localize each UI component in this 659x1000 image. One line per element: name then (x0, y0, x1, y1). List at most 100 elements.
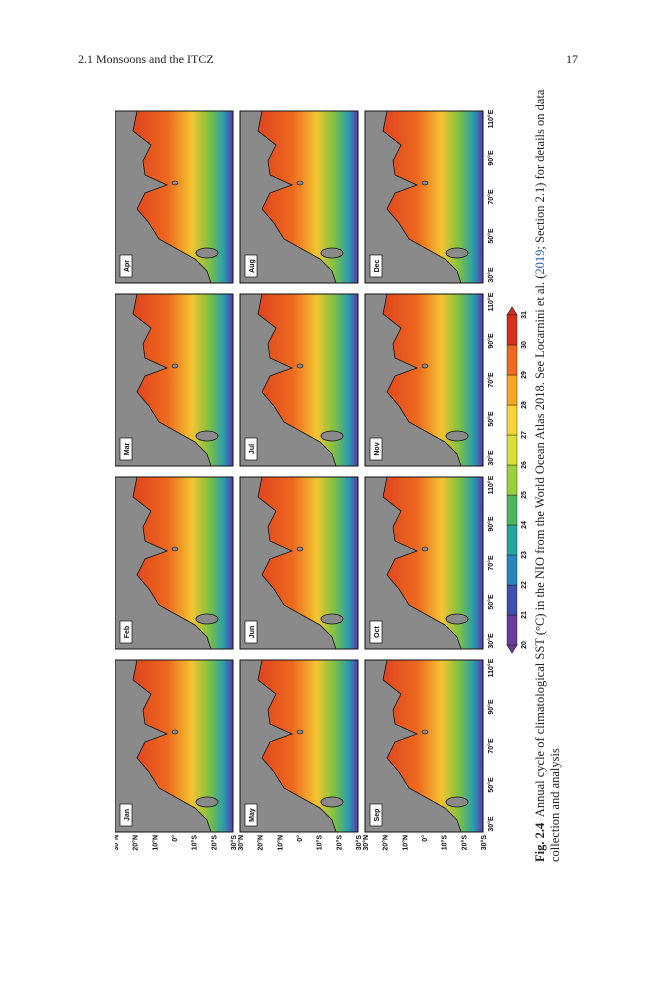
land (115, 659, 212, 833)
month-label: Nov (374, 442, 381, 455)
lat-label: 20°N (132, 835, 140, 851)
frame (115, 293, 234, 467)
map-panel: Dec (364, 110, 484, 284)
colorbar-segment (506, 584, 518, 616)
colorbar-tick-label: 30 (521, 341, 528, 349)
lon-label: 50°E (487, 411, 495, 427)
island (296, 729, 304, 735)
lon-label: 90°E (487, 150, 495, 166)
lon-label: 70°E (487, 189, 495, 205)
island (445, 796, 469, 808)
colorbar-segment (506, 464, 518, 496)
lat-label: 10°S (191, 835, 199, 851)
lat-label: 20°N (382, 835, 390, 851)
island (320, 613, 344, 625)
colorbar-tick-label: 28 (521, 401, 528, 409)
island (421, 180, 429, 186)
island (171, 546, 179, 552)
land (115, 110, 212, 284)
lon-label: 50°E (487, 228, 495, 244)
island (421, 729, 429, 735)
land (239, 659, 337, 833)
colorbar-tick-label: 26 (521, 461, 528, 469)
lon-label: 30°E (487, 816, 495, 832)
lat-label: 20°N (257, 835, 265, 851)
citation-link[interactable]: 2019 (533, 249, 547, 275)
frame (115, 476, 234, 650)
lat-label: 30°N (115, 835, 120, 851)
frame (364, 476, 484, 650)
lon-label: 110°E (487, 475, 495, 494)
island (171, 363, 179, 369)
lon-label: 30°E (487, 450, 495, 466)
island (320, 430, 344, 442)
colorbar-segment (506, 374, 518, 406)
frame (364, 293, 484, 467)
month-label: Feb (124, 626, 131, 638)
frame (364, 659, 484, 833)
frame (115, 110, 234, 284)
lat-label: 10°S (316, 835, 324, 851)
page-number: 17 (566, 52, 578, 66)
month-box (244, 437, 258, 461)
land (239, 476, 337, 650)
month-box (119, 620, 133, 644)
colorbar-tick-label: 21 (521, 611, 528, 619)
map-panel: Apr (115, 110, 234, 284)
lat-label: 20°S (210, 835, 218, 851)
caption-label: Fig. 2.4 (533, 822, 547, 862)
month-label: Oct (374, 625, 381, 637)
month-box (369, 437, 383, 461)
lon-label: 70°E (487, 372, 495, 388)
island (195, 247, 219, 259)
island (320, 247, 344, 259)
frame (239, 476, 359, 650)
land (364, 293, 462, 467)
lon-label: 110°E (487, 109, 495, 128)
lon-label: 30°E (487, 633, 495, 649)
colorbar-arrow (506, 644, 518, 654)
land (115, 293, 212, 467)
map-panel: Feb (115, 476, 234, 650)
month-box (369, 620, 383, 644)
colorbar-segment (506, 494, 518, 526)
colorbar-segment (506, 554, 518, 586)
frame (239, 293, 359, 467)
lon-label: 70°E (487, 555, 495, 571)
lat-label: 20°S (335, 835, 343, 851)
island (445, 247, 469, 259)
colorbar-segment (506, 614, 518, 646)
month-box (119, 437, 133, 461)
lat-label: 10°N (401, 835, 409, 851)
map-panel: Mar (115, 293, 234, 467)
map-panel: Jun (239, 476, 359, 650)
lat-label: 30°S (355, 835, 363, 851)
colorbar-tick-label: 22 (521, 581, 528, 589)
frame (239, 659, 359, 833)
island (421, 363, 429, 369)
running-header: 2.1 Monsoons and the ITCZ (78, 52, 214, 66)
colorbar-segment (506, 434, 518, 466)
lat-label: 30°N (237, 835, 245, 851)
lat-label: 10°S (441, 835, 449, 851)
month-label: Dec (374, 259, 381, 272)
lat-label: 10°N (276, 835, 284, 851)
island (171, 729, 179, 735)
lat-label: 20°S (460, 835, 468, 851)
colorbar-tick-label: 24 (521, 521, 528, 529)
colorbar-segment (506, 344, 518, 376)
month-box (369, 254, 383, 278)
figure: Jan 30°N 20°N 10°N 0° 10°S 20°S 30°S Feb Mar Apr Ma… (115, 109, 528, 851)
colorbar-arrow (506, 306, 518, 316)
island (195, 430, 219, 442)
island (171, 180, 179, 186)
lat-label: 30°S (480, 835, 488, 851)
colorbar-tick-label: 20 (521, 641, 528, 649)
island (296, 363, 304, 369)
map-panel: Oct (364, 476, 484, 650)
colorbar-tick-label: 31 (521, 311, 528, 319)
colorbar-tick-label: 27 (521, 431, 528, 439)
map-panel: May (239, 659, 359, 833)
map-panel: Aug (239, 110, 359, 284)
month-box (119, 254, 133, 278)
